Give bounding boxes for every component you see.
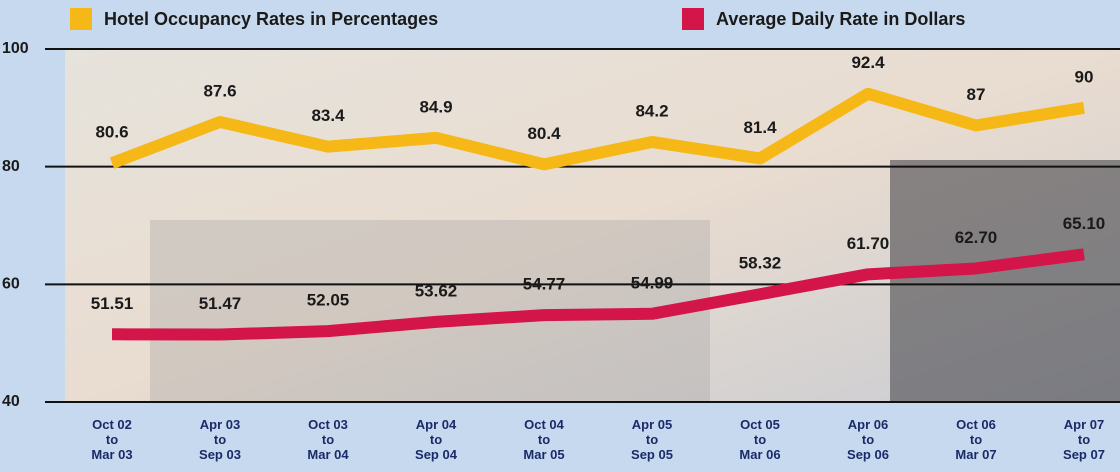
x-tick-label: Apr 06 to Sep 06 [818, 417, 918, 462]
data-label: 83.4 [311, 106, 345, 125]
data-label: 53.62 [415, 281, 458, 300]
legend-label: Average Daily Rate in Dollars [716, 9, 965, 29]
legend-swatch [70, 8, 92, 30]
data-label: 80.4 [527, 124, 561, 143]
x-tick-label: Oct 03 to Mar 04 [278, 417, 378, 462]
data-label: 51.51 [91, 294, 134, 313]
data-label: 81.4 [743, 118, 777, 137]
data-label: 90 [1075, 67, 1094, 86]
data-label: 80.6 [95, 123, 128, 142]
data-label: 84.9 [419, 97, 452, 116]
x-tick-label: Apr 07 to Sep 07 [1034, 417, 1120, 462]
data-label: 54.99 [631, 273, 674, 292]
data-label: 87 [967, 85, 986, 104]
x-tick-label: Apr 04 to Sep 04 [386, 417, 486, 462]
data-label: 87.6 [203, 81, 236, 100]
chart: 40 60 80 100 Hotel Occupancy Rates in Percen… [0, 0, 1120, 472]
x-tick-label: Apr 03 to Sep 03 [170, 417, 270, 462]
piano-decor [890, 160, 1120, 402]
data-label: 84.2 [635, 101, 668, 120]
x-tick-label: Oct 04 to Mar 05 [494, 417, 594, 462]
legend-swatch [682, 8, 704, 30]
data-label: 52.05 [307, 291, 350, 310]
data-label: 65.10 [1063, 214, 1106, 233]
y-tick-label: 40 [2, 393, 20, 410]
data-label: 92.4 [851, 53, 885, 72]
chart-svg: 40 60 80 100 Hotel Occupancy Rates in Percen… [0, 0, 1120, 472]
data-label: 62.70 [955, 228, 998, 247]
data-label: 61.70 [847, 234, 890, 253]
x-tick-label: Apr 05 to Sep 05 [602, 417, 702, 462]
data-label: 58.32 [739, 254, 782, 273]
y-tick-label: 60 [2, 276, 20, 293]
data-label: 51.47 [199, 294, 242, 313]
legend-label: Hotel Occupancy Rates in Percentages [104, 9, 438, 29]
y-tick-label: 80 [2, 158, 20, 175]
x-tick-label: Oct 02 to Mar 03 [62, 417, 162, 462]
data-label: 54.77 [523, 275, 566, 294]
y-tick-label: 100 [2, 40, 29, 57]
x-tick-label: Oct 05 to Mar 06 [710, 417, 810, 462]
x-tick-label: Oct 06 to Mar 07 [926, 417, 1026, 462]
